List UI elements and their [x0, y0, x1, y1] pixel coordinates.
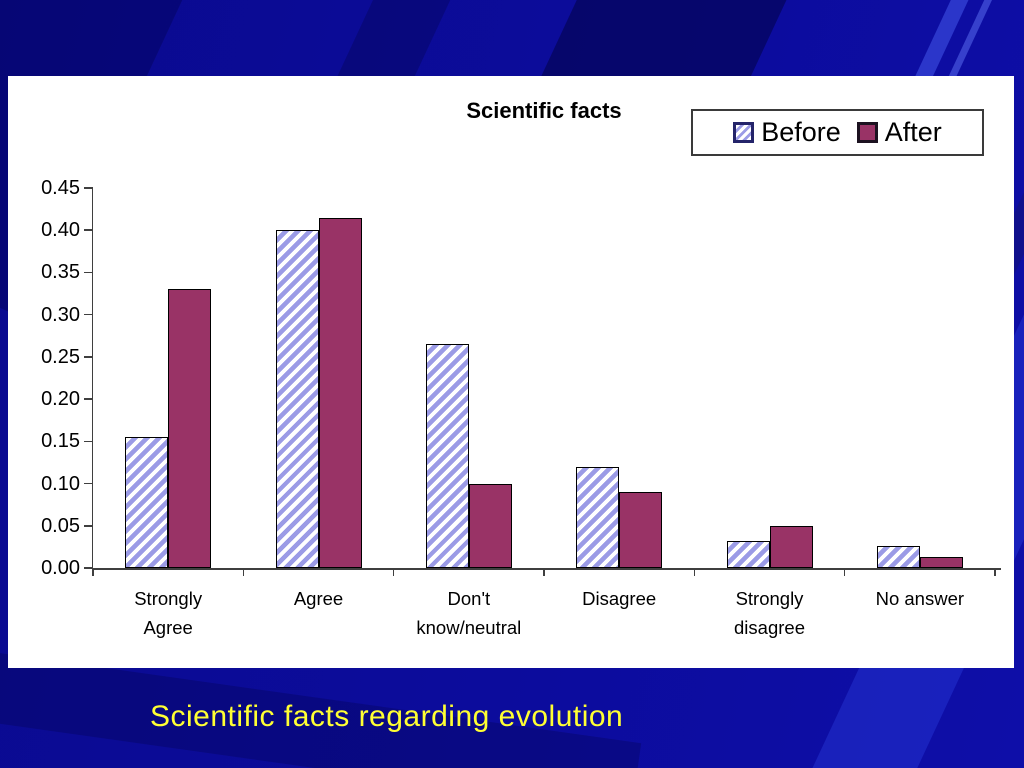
bar-after-no-answer [919, 557, 963, 568]
y-tick-label: 0.10 [41, 472, 80, 495]
y-tick [84, 356, 93, 358]
bar-before-agree [275, 230, 319, 568]
y-tick [84, 229, 93, 231]
legend-label-before: Before [761, 117, 841, 147]
bar-before-strongly-disagree [726, 541, 770, 568]
x-tick [994, 568, 996, 576]
y-axis [91, 188, 93, 568]
slide-caption: Scientific facts regarding evolution [150, 700, 624, 733]
y-tick-label: 0.15 [41, 430, 80, 453]
x-category-label: Strongly Agree [134, 588, 203, 638]
y-tick-label: 0.30 [41, 303, 80, 326]
y-tick [84, 440, 93, 443]
y-tick-label: 0.20 [41, 388, 80, 411]
y-tick-label: 0.45 [41, 177, 80, 199]
x-axis [93, 568, 1001, 570]
x-tick [543, 568, 545, 576]
bar-before-no-answer [876, 546, 920, 568]
x-category-label: Strongly disagree [734, 588, 805, 638]
legend-item-before: Before [733, 117, 841, 148]
chart-legend: Before After [691, 109, 984, 156]
x-tick [693, 568, 696, 576]
bar-after-strongly-disagree [769, 526, 813, 568]
before-hatch-swatch-icon [733, 122, 755, 143]
x-tick [392, 568, 395, 576]
y-tick [84, 313, 93, 316]
x-tick [92, 568, 94, 576]
bar-before-strongly-agree [125, 437, 169, 568]
x-tick [843, 568, 846, 576]
y-tick-label: 0.35 [41, 261, 80, 284]
x-category-label: No answer [875, 588, 965, 609]
y-tick [84, 187, 93, 189]
bar-after-don-t-know-neutral [468, 484, 512, 568]
bar-before-don-t-know-neutral [425, 344, 469, 568]
x-category-label: Disagree [582, 588, 657, 609]
after-solid-swatch-icon [856, 122, 878, 143]
x-tick [242, 568, 245, 576]
y-tick [84, 271, 93, 274]
x-category-label: Agree [293, 588, 344, 609]
y-tick-label: 0.25 [41, 345, 80, 368]
y-tick-label: 0.00 [41, 557, 80, 579]
chart-panel: Scientific facts Before After 0.00 0.05 0.… [8, 76, 1014, 668]
y-tick [84, 482, 93, 485]
y-tick-label: 0.40 [41, 219, 80, 242]
bar-after-agree [318, 218, 362, 568]
x-category-label: Don't know/neutral [416, 588, 522, 638]
bar-after-disagree [619, 492, 663, 568]
bar-after-strongly-agree [168, 289, 212, 568]
y-tick [84, 525, 93, 527]
y-tick [84, 398, 93, 400]
y-tick-label: 0.05 [41, 514, 80, 537]
legend-item-after: After [856, 117, 942, 148]
chart-title: Scientific facts [466, 98, 622, 123]
bar-before-disagree [576, 467, 620, 568]
legend-label-after: After [884, 117, 942, 147]
y-tick [84, 567, 93, 569]
